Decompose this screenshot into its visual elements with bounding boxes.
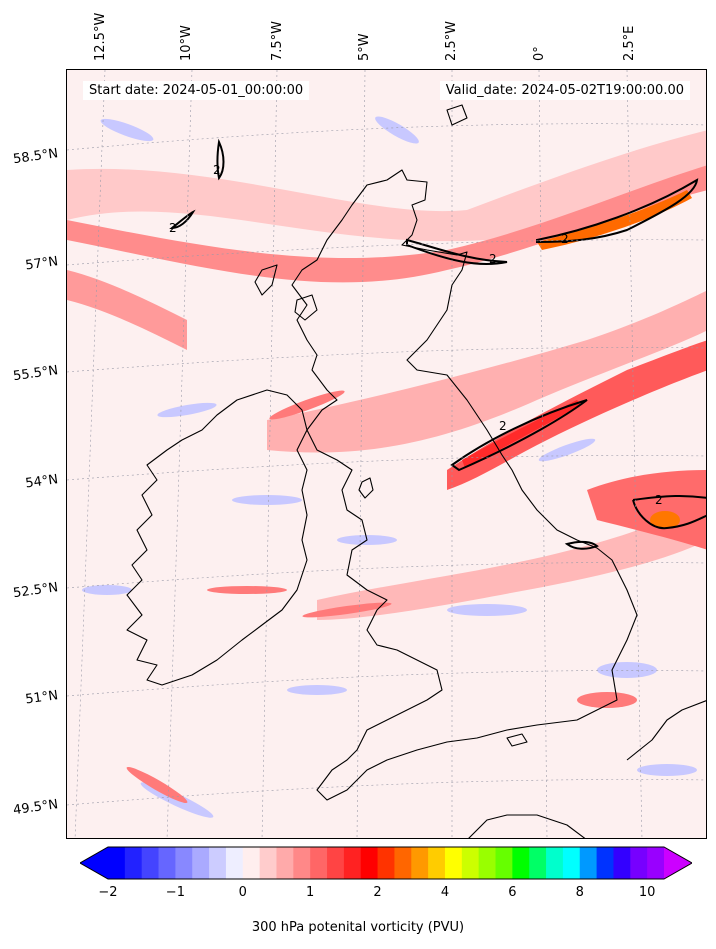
map-frame: 2 2 2 2 2 2 [66, 69, 707, 839]
colorbar-segment [158, 847, 176, 879]
colorbar-segment [327, 847, 345, 879]
contour-label: 2 [655, 493, 663, 507]
lon-label: 2.5°W [444, 20, 459, 61]
france-coast [468, 814, 586, 838]
lon-label: 0° [532, 46, 547, 61]
contour-label: 2 [499, 419, 507, 433]
colorbar-segment [310, 847, 328, 879]
colorbar-segment [124, 847, 143, 879]
colorbar-extend-high [664, 847, 692, 879]
pv-band-mid-core [447, 340, 706, 490]
colorbar-segment [495, 847, 513, 879]
colorbar-segment [613, 847, 631, 879]
colorbar-segment [512, 847, 530, 879]
lon-label: 2.5°E [622, 25, 637, 61]
colorbar-segment [596, 847, 614, 879]
colorbar-segment [141, 847, 160, 879]
pv-positive-streaks [126, 390, 637, 804]
pv-band-north [67, 130, 706, 242]
isle-of-wight-coast [506, 733, 528, 747]
lat-label: 57°N [24, 254, 60, 274]
colorbar-segment [579, 847, 598, 879]
colorbar-segment [225, 847, 244, 879]
colorbar-tick: 8 [575, 885, 584, 900]
continent-coast [626, 700, 706, 761]
colorbar-segment [175, 847, 193, 879]
lat-label: 55.5°N [12, 363, 60, 385]
colorbar-segment [108, 847, 126, 879]
colorbar-segment [428, 847, 446, 879]
hebrides-coast [254, 264, 278, 296]
pv-band-north-core [67, 165, 706, 283]
colorbar-tick: 4 [440, 885, 450, 900]
contour-label: 2 [489, 252, 497, 266]
graticule [67, 70, 706, 838]
colorbar-segment [562, 847, 581, 879]
pv-high-cores [462, 190, 692, 529]
colorbar-segment [276, 847, 294, 879]
colorbar-extend-low [80, 847, 108, 879]
colorbar-segment [377, 847, 395, 879]
colorbar-segment [343, 847, 362, 879]
pv-2-contours [169, 138, 706, 550]
colorbar-segment [444, 847, 463, 879]
lat-label: 49.5°N [12, 797, 60, 819]
colorbar-tick: 1 [306, 885, 315, 900]
colorbar [80, 846, 692, 880]
lat-label: 52.5°N [12, 580, 60, 602]
colorbar-segment [394, 847, 412, 879]
colorbar-segment [192, 847, 210, 879]
colorbar-tick: 6 [508, 885, 517, 900]
lon-label: 12.5°W [93, 12, 108, 61]
colorbar-segment [360, 847, 379, 879]
ireland-coast [126, 389, 308, 686]
lon-label: 10°W [179, 25, 194, 61]
orkney-coast [446, 104, 468, 126]
pv-2-contour-labels: 2 2 2 2 2 2 [169, 163, 663, 507]
colorbar-tick: 10 [638, 885, 656, 900]
colorbar-label: 300 hPa potenital vorticity (PVU) [251, 920, 465, 935]
colorbar-segment [647, 847, 665, 879]
lat-label: 51°N [24, 688, 60, 708]
contour-label: 2 [213, 163, 221, 177]
pv-band-mid [267, 290, 706, 453]
colorbar-segment [630, 847, 648, 879]
contour-label: 2 [561, 232, 569, 246]
lon-label: 5°W [357, 33, 372, 61]
valid-date-label: Valid_date: 2024-05-02T19:00:00.00 [439, 81, 690, 100]
colorbar-tick: 2 [373, 885, 382, 900]
pv-band-south [317, 500, 706, 620]
contour-label: 2 [169, 221, 177, 235]
lat-label: 54°N [24, 472, 60, 492]
lon-label: 7.5°W [270, 20, 285, 61]
great-britain-coast [291, 169, 638, 801]
isle-of-man-coast [358, 477, 374, 499]
start-date-label: Start date: 2024-05-01_00:00:00 [83, 81, 310, 100]
colorbar-segment [259, 847, 277, 879]
colorbar-tick: −1 [165, 885, 185, 900]
pv-map: 2 2 2 2 2 2 [67, 70, 706, 838]
colorbar-segment [478, 847, 497, 879]
colorbar-tick: −2 [98, 885, 118, 900]
pv-band-east [587, 470, 706, 550]
colorbar-segment [529, 847, 547, 879]
pv-band-west [67, 270, 187, 350]
colorbar-segment [293, 847, 311, 879]
colorbar-segment [242, 847, 261, 879]
lat-label: 58.5°N [12, 146, 60, 168]
coastlines [126, 104, 706, 838]
colorbar-segment [461, 847, 480, 879]
colorbar-tick: 0 [238, 885, 247, 900]
colorbar-outline [80, 846, 692, 880]
colorbar-segment [546, 847, 564, 879]
colorbar-segment [411, 847, 429, 879]
colorbar-segment [209, 847, 227, 879]
skye-coast [294, 294, 318, 321]
